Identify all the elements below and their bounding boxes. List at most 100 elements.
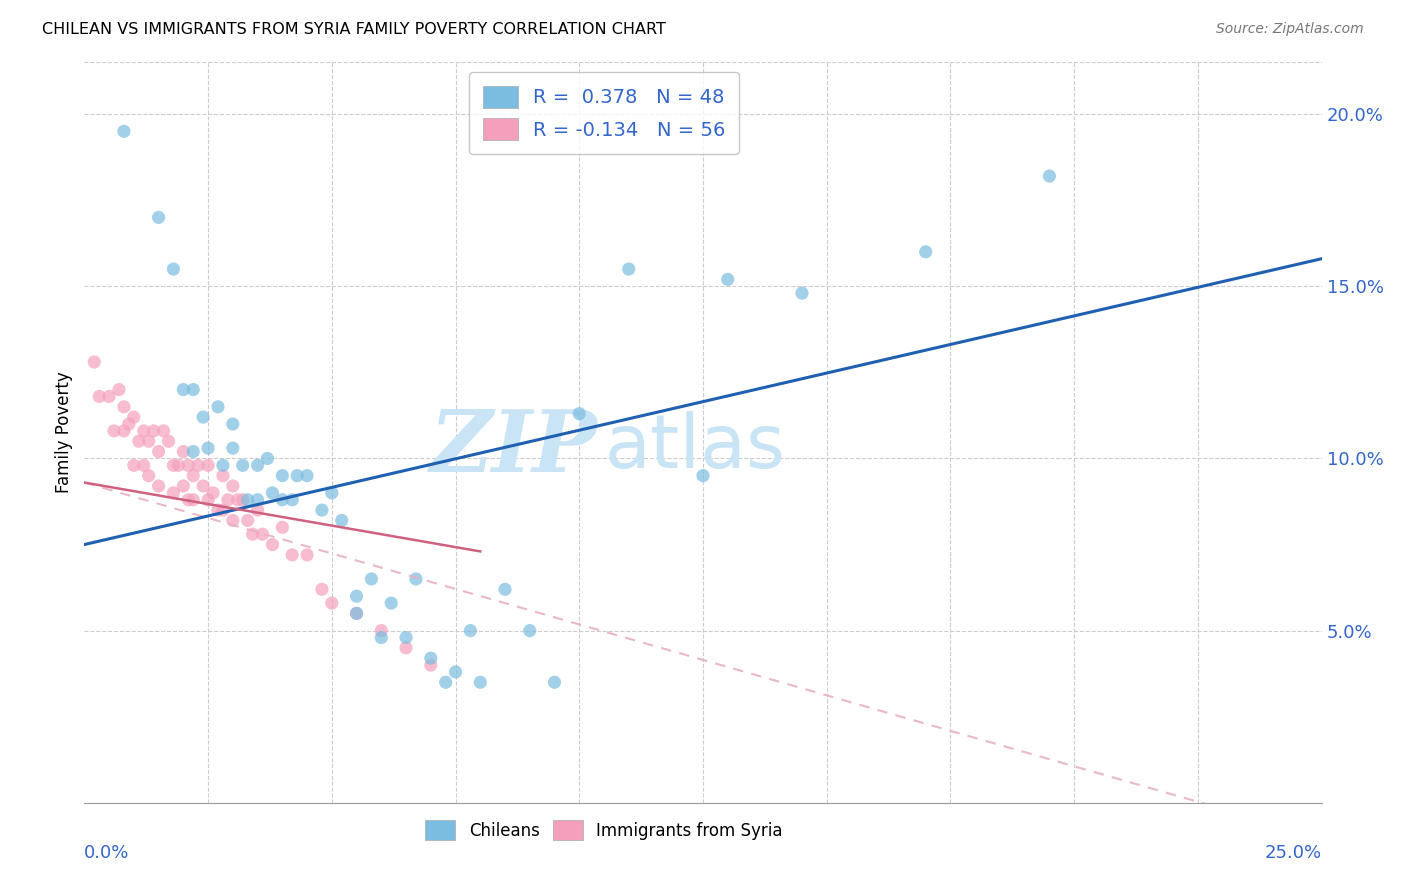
Point xyxy=(181,383,204,397)
Point xyxy=(138,468,160,483)
Text: 25.0%: 25.0% xyxy=(1264,844,1322,862)
Point xyxy=(162,262,184,277)
Point xyxy=(395,631,418,645)
Point xyxy=(568,407,591,421)
Point xyxy=(285,468,308,483)
Text: ZIP: ZIP xyxy=(430,406,598,489)
Point xyxy=(246,503,269,517)
Point xyxy=(132,424,155,438)
Text: Source: ZipAtlas.com: Source: ZipAtlas.com xyxy=(1216,22,1364,37)
Point xyxy=(222,441,245,455)
Legend: Chileans, Immigrants from Syria: Chileans, Immigrants from Syria xyxy=(419,814,789,847)
Point xyxy=(157,434,180,449)
Point xyxy=(232,492,254,507)
Point xyxy=(519,624,541,638)
Point xyxy=(395,640,418,655)
Point xyxy=(370,631,392,645)
Point xyxy=(271,492,294,507)
Point xyxy=(717,272,740,286)
Point xyxy=(148,479,170,493)
Point xyxy=(112,124,135,138)
Point xyxy=(217,492,239,507)
Point xyxy=(470,675,492,690)
Point xyxy=(434,675,457,690)
Point xyxy=(181,444,204,458)
Point xyxy=(177,492,200,507)
Point xyxy=(112,424,135,438)
Point xyxy=(321,596,343,610)
Point xyxy=(360,572,382,586)
Point xyxy=(162,486,184,500)
Point xyxy=(222,479,245,493)
Point xyxy=(242,527,264,541)
Point xyxy=(790,286,813,301)
Point xyxy=(444,665,467,679)
Point xyxy=(83,355,105,369)
Point xyxy=(405,572,427,586)
Point xyxy=(118,417,141,431)
Point xyxy=(281,492,304,507)
Point xyxy=(197,492,219,507)
Point xyxy=(380,596,402,610)
Point xyxy=(212,503,235,517)
Point xyxy=(89,389,111,403)
Point xyxy=(212,458,235,473)
Point xyxy=(419,658,441,673)
Point xyxy=(262,486,284,500)
Point xyxy=(181,468,204,483)
Point xyxy=(543,675,565,690)
Point xyxy=(98,389,121,403)
Point xyxy=(236,492,259,507)
Point xyxy=(311,582,333,597)
Point xyxy=(295,468,318,483)
Point xyxy=(346,589,368,603)
Point xyxy=(419,651,441,665)
Point xyxy=(172,479,194,493)
Point xyxy=(142,424,165,438)
Point xyxy=(246,458,269,473)
Y-axis label: Family Poverty: Family Poverty xyxy=(55,372,73,493)
Point xyxy=(914,244,936,259)
Point xyxy=(103,424,125,438)
Point xyxy=(370,624,392,638)
Point xyxy=(108,383,131,397)
Point xyxy=(460,624,482,638)
Point xyxy=(295,548,318,562)
Point xyxy=(128,434,150,449)
Point xyxy=(692,468,714,483)
Point xyxy=(148,444,170,458)
Point xyxy=(177,458,200,473)
Point xyxy=(167,458,190,473)
Point xyxy=(212,468,235,483)
Text: 0.0%: 0.0% xyxy=(84,844,129,862)
Point xyxy=(207,503,229,517)
Point xyxy=(197,458,219,473)
Point xyxy=(112,400,135,414)
Point xyxy=(122,410,145,425)
Point xyxy=(246,492,269,507)
Point xyxy=(346,607,368,621)
Point xyxy=(191,479,214,493)
Point xyxy=(232,458,254,473)
Point xyxy=(202,486,225,500)
Point xyxy=(197,441,219,455)
Point xyxy=(236,513,259,527)
Point xyxy=(122,458,145,473)
Point xyxy=(152,424,174,438)
Text: CHILEAN VS IMMIGRANTS FROM SYRIA FAMILY POVERTY CORRELATION CHART: CHILEAN VS IMMIGRANTS FROM SYRIA FAMILY … xyxy=(42,22,666,37)
Point xyxy=(148,211,170,225)
Point xyxy=(222,513,245,527)
Point xyxy=(172,444,194,458)
Point xyxy=(138,434,160,449)
Point xyxy=(256,451,278,466)
Point xyxy=(321,486,343,500)
Point xyxy=(271,468,294,483)
Point xyxy=(271,520,294,534)
Point xyxy=(162,458,184,473)
Point xyxy=(494,582,516,597)
Point xyxy=(226,492,249,507)
Point xyxy=(207,400,229,414)
Point xyxy=(181,492,204,507)
Point xyxy=(617,262,640,277)
Point xyxy=(311,503,333,517)
